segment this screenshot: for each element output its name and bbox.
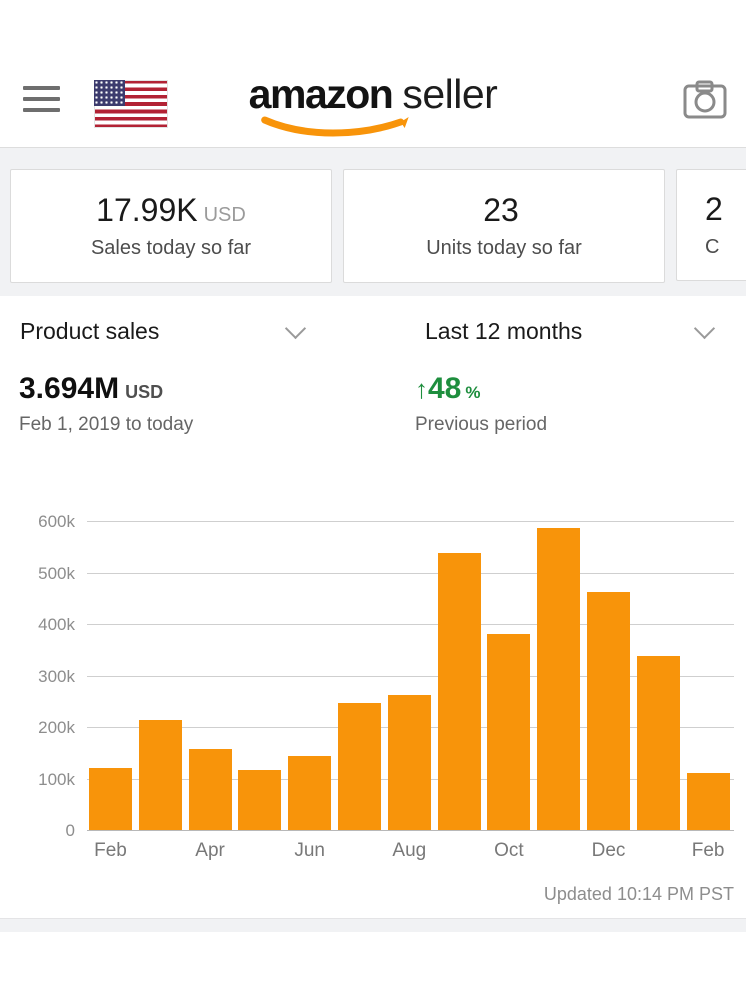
bar-oct xyxy=(487,634,531,830)
sales-bar-chart: 600k 500k 400k 300k 200k 100k 0 Feb Apr Jun Aug Oct… xyxy=(0,505,746,861)
kpi-card-clipped[interactable]: 2 C xyxy=(676,169,746,281)
bar-dec xyxy=(587,592,630,830)
bar-nov xyxy=(537,528,581,830)
bar-feb xyxy=(686,773,730,830)
updated-timestamp: Updated 10:14 PM PST xyxy=(543,884,734,904)
x-axis-label: Dec xyxy=(591,840,626,861)
kpi-label: Units today so far xyxy=(426,237,582,260)
date-range-dropdown-label: Last 12 months xyxy=(425,318,583,344)
chart-filters: Product sales Last 12 months xyxy=(0,317,746,354)
y-axis-label: 100k xyxy=(38,769,75,789)
change-value: 48 xyxy=(428,372,462,405)
amazon-logo-text: amazon xyxy=(248,71,394,117)
amazon-seller-logo: amazon seller xyxy=(248,71,498,137)
metric-dropdown[interactable]: Product sales xyxy=(20,317,307,345)
kpi-label: Sales today so far xyxy=(90,237,252,260)
kpi-value: 2 xyxy=(705,190,723,227)
total-sales-unit: USD xyxy=(125,382,164,402)
change-unit: % xyxy=(465,383,481,402)
kpi-card-sales-today[interactable]: 17.99K USD Sales today so far xyxy=(10,169,332,283)
camera-icon[interactable] xyxy=(683,80,727,122)
gridline xyxy=(87,624,734,625)
date-range-dropdown[interactable]: Last 12 months xyxy=(425,317,716,345)
amazon-smile-icon xyxy=(261,116,409,137)
x-axis-label: Feb xyxy=(691,840,725,861)
gridline xyxy=(87,830,734,831)
bar-mar xyxy=(138,720,182,830)
bar-may xyxy=(238,769,282,830)
y-axis-label: 0 xyxy=(65,821,75,840)
x-axis-label: Jun xyxy=(294,840,325,861)
x-axis-label: Apr xyxy=(195,840,225,861)
kpi-unit: USD xyxy=(203,203,246,226)
kpi-value: 23 xyxy=(483,191,519,228)
plot-area: Feb Apr Jun Aug Oct Dec Feb xyxy=(87,505,742,861)
kpi-value: 17.99K xyxy=(96,191,198,228)
kpi-label: C xyxy=(705,236,720,259)
y-axis-label: 500k xyxy=(38,563,75,583)
bar-jul xyxy=(338,702,381,830)
us-flag-icon[interactable] xyxy=(94,80,168,128)
bar-jun xyxy=(288,756,332,830)
x-axis-label: Feb xyxy=(94,840,127,861)
chevron-down-icon xyxy=(284,317,307,340)
gridline xyxy=(87,675,734,677)
change-summary: ↑48% Previous period xyxy=(415,374,547,436)
seller-logo-text: seller xyxy=(402,71,498,117)
y-axis-label: 300k xyxy=(38,666,75,686)
app-header: amazon seller xyxy=(0,0,746,148)
menu-icon[interactable] xyxy=(23,86,60,113)
x-axis-label: Aug xyxy=(392,840,427,861)
total-sales-summary: 3.694M USD Feb 1, 2019 to today xyxy=(19,374,193,436)
up-arrow-icon: ↑ xyxy=(415,374,428,404)
y-axis-label: 200k xyxy=(38,718,75,737)
x-axis-label: Oct xyxy=(494,840,524,861)
chevron-down-icon xyxy=(693,317,716,340)
y-axis-label: 600k xyxy=(38,512,75,531)
y-axis-label: 400k xyxy=(38,615,75,634)
bar-feb xyxy=(89,768,132,830)
kpi-cards-band: 17.99K USD Sales today so far 23 Units to… xyxy=(0,148,746,296)
gridline xyxy=(87,572,734,574)
change-label: Previous period xyxy=(415,414,548,435)
bar-jan xyxy=(636,655,680,830)
metric-dropdown-label: Product sales xyxy=(20,318,160,344)
section-divider xyxy=(0,918,746,932)
bar-aug xyxy=(387,695,431,830)
bar-apr xyxy=(188,749,232,830)
total-sales-value: 3.694M xyxy=(19,372,120,405)
period-text: Feb 1, 2019 to today xyxy=(19,414,194,435)
bar-sep xyxy=(437,552,481,830)
kpi-card-units-today[interactable]: 23 Units today so far xyxy=(343,169,665,283)
kpi-cards-row: 17.99K USD Sales today so far 23 Units to… xyxy=(10,169,746,283)
gridline xyxy=(87,521,734,522)
